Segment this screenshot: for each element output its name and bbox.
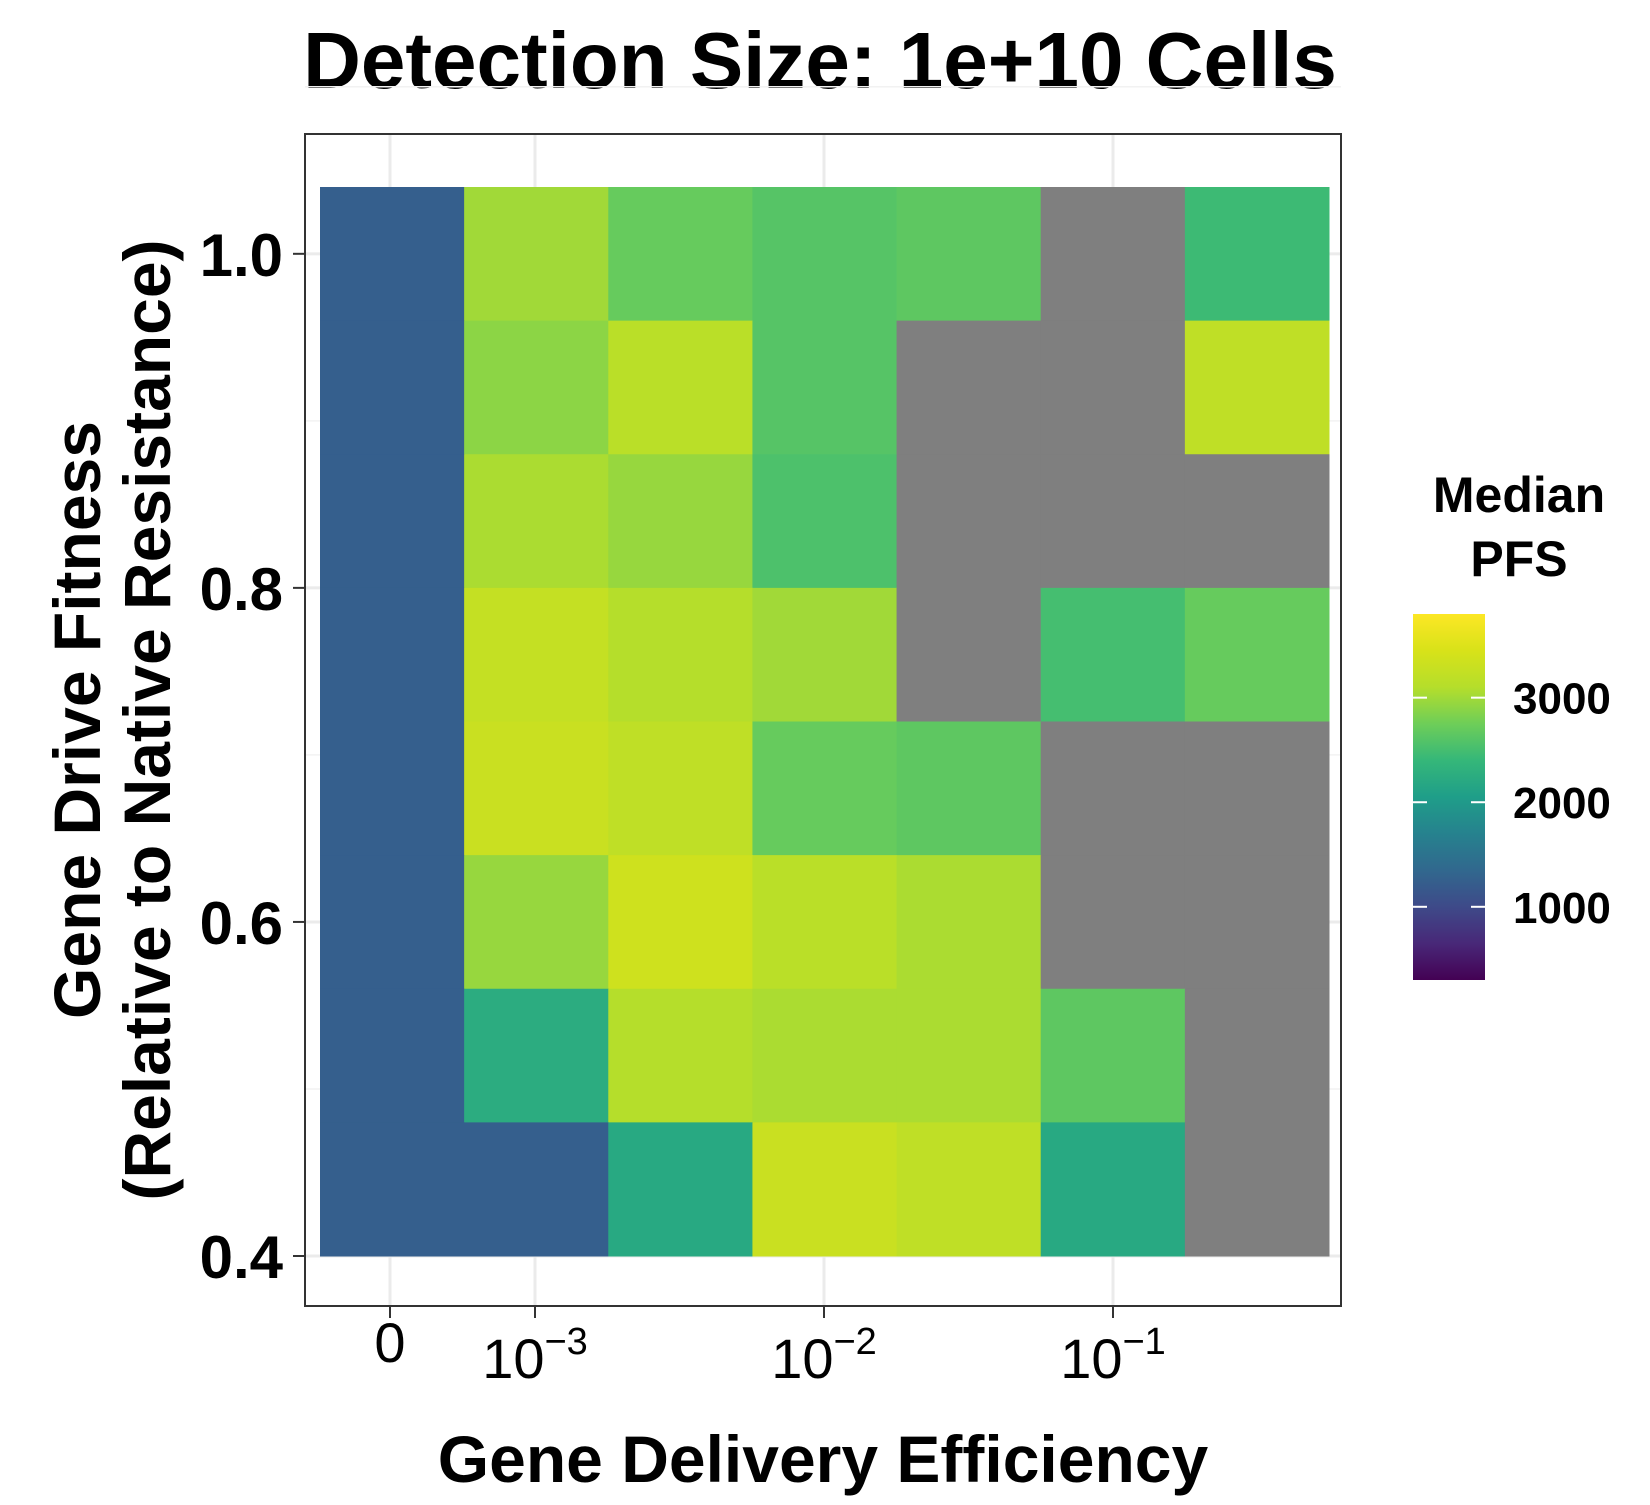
color-legend: Median PFS 1000 2000 3000 xyxy=(1413,467,1611,980)
heatmap-cell xyxy=(320,320,465,455)
heatmap-cell xyxy=(1040,320,1186,455)
heatmap-cell xyxy=(752,855,898,990)
legend-title-line1: Median xyxy=(1433,467,1605,523)
heatmap-cell xyxy=(1184,454,1330,589)
heatmap-cell xyxy=(320,721,465,856)
heatmap-cell xyxy=(320,454,465,589)
heatmap-cell xyxy=(1184,320,1330,455)
heatmap-cell xyxy=(1184,721,1330,856)
heatmap-cell xyxy=(896,721,1042,856)
heatmap-cell xyxy=(752,1122,898,1257)
heatmap-cell xyxy=(608,1122,753,1257)
heatmap-cell xyxy=(1040,1122,1186,1257)
heatmap-cell xyxy=(608,721,753,856)
heatmap-cell xyxy=(1040,988,1186,1123)
heatmap-cell xyxy=(608,855,753,990)
x-axis: 0 10−3 10−2 10−1 xyxy=(374,1306,1166,1390)
legend-colorbar xyxy=(1413,614,1485,980)
y-axis-title-line2: (Relative to Native Resistance) xyxy=(110,239,184,1200)
heatmap-cell xyxy=(752,587,898,722)
heatmap-cell xyxy=(464,587,609,722)
heatmap-cell xyxy=(1184,1122,1330,1257)
legend-title-line2: PFS xyxy=(1470,531,1567,587)
heatmap-cell xyxy=(1040,454,1186,589)
y-tick-label: 0.4 xyxy=(200,1224,284,1291)
heatmap-cell xyxy=(896,320,1042,455)
heatmap-cell xyxy=(464,320,609,455)
heatmap-cell xyxy=(320,988,465,1123)
heatmap-cell xyxy=(1040,187,1186,322)
y-axis-title: Gene Drive Fitness (Relative to Native R… xyxy=(40,239,184,1200)
heatmap-cell xyxy=(608,454,753,589)
heatmap-cell xyxy=(608,320,753,455)
heatmap-cell xyxy=(896,187,1042,322)
heatmap-cell xyxy=(320,1122,465,1257)
heatmap-cell xyxy=(1040,721,1186,856)
heatmap-cell xyxy=(464,454,609,589)
heatmap-cell xyxy=(896,988,1042,1123)
x-axis-title: Gene Delivery Efficiency xyxy=(438,1422,1209,1496)
heatmap-cell xyxy=(464,187,609,322)
heatmap-cell xyxy=(896,454,1042,589)
heatmap-cell xyxy=(752,187,898,322)
heatmap-cell xyxy=(1040,587,1186,722)
y-axis: 0.4 0.6 0.8 1.0 xyxy=(200,222,305,1291)
heatmap-cell xyxy=(320,855,465,990)
heatmap-cell xyxy=(752,988,898,1123)
heatmap-cell xyxy=(1184,988,1330,1123)
chart-title: Detection Size: 1e+10 Cells xyxy=(303,16,1337,105)
heatmap-cell xyxy=(320,187,465,322)
y-axis-title-line1: Gene Drive Fitness xyxy=(40,421,114,1019)
x-tick-label: 10−1 xyxy=(1060,1321,1166,1390)
legend-tick-label: 3000 xyxy=(1513,675,1611,724)
legend-ticks: 1000 2000 3000 xyxy=(1413,675,1611,933)
heatmap-cell xyxy=(1184,587,1330,722)
heatmap-cell xyxy=(752,454,898,589)
y-tick-label: 1.0 xyxy=(200,222,283,289)
y-tick-label: 0.6 xyxy=(200,890,283,957)
heatmap-cell xyxy=(608,988,753,1123)
heatmap-cell xyxy=(608,587,753,722)
heatmap-cell xyxy=(464,721,609,856)
legend-tick-label: 2000 xyxy=(1513,779,1611,828)
heatmap-cell xyxy=(752,721,898,856)
heatmap-cell xyxy=(608,187,753,322)
heatmap-cell xyxy=(1040,855,1186,990)
x-tick-label: 10−3 xyxy=(482,1321,588,1390)
x-tick-label: 10−2 xyxy=(771,1321,877,1390)
x-tick-label: 0 xyxy=(374,1311,405,1374)
legend-tick-label: 1000 xyxy=(1513,884,1611,933)
heatmap-cell xyxy=(320,587,465,722)
heatmap-cell xyxy=(896,1122,1042,1257)
heatmap-cell xyxy=(896,855,1042,990)
heatmap-cell xyxy=(1184,855,1330,990)
heatmap-cell xyxy=(752,320,898,455)
heatmap-cells xyxy=(320,187,1330,1257)
heatmap-cell xyxy=(464,1122,609,1257)
heatmap-cell xyxy=(464,855,609,990)
heatmap-cell xyxy=(1184,187,1330,322)
heatmap-cell xyxy=(464,988,609,1123)
heatmap-cell xyxy=(896,587,1042,722)
y-tick-label: 0.8 xyxy=(200,556,283,623)
